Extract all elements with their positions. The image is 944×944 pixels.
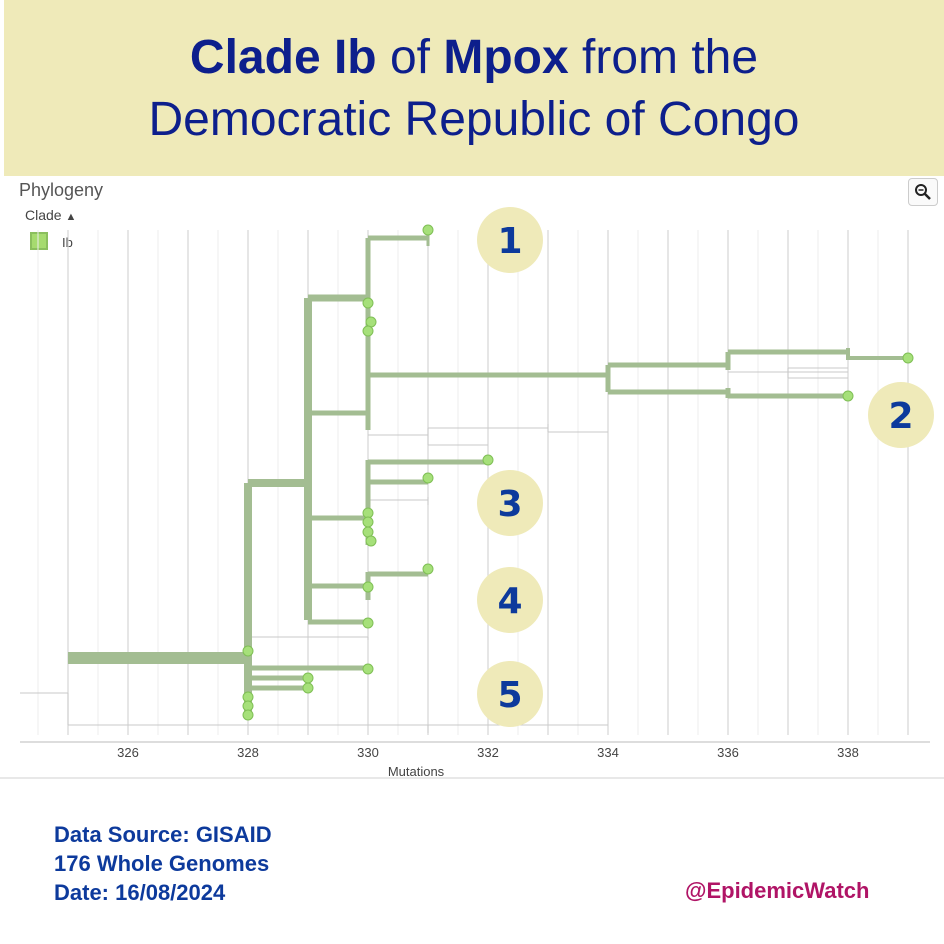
thin-branches	[20, 367, 848, 733]
tick-label: 332	[477, 745, 499, 760]
x-axis: 326 328 330 332 334 336 338 Mutations	[0, 741, 944, 779]
tip-marker	[242, 709, 254, 721]
magnifier-icon	[915, 184, 931, 200]
tip-marker	[365, 535, 377, 547]
tip-marker	[362, 617, 374, 629]
footer-genomes: 176 Whole Genomes	[54, 851, 270, 876]
title-line-1: Clade Ib of Mpox from the	[4, 30, 944, 86]
tip-marker	[362, 516, 374, 528]
tip-marker	[302, 672, 314, 684]
tip-marker	[482, 454, 494, 466]
tip-marker	[362, 526, 374, 538]
tick-label: 326	[117, 745, 139, 760]
chevron-up-icon: ▲	[65, 211, 77, 223]
title-mpox-bold: Mpox	[443, 31, 569, 84]
badge-label-4: 4	[497, 581, 522, 622]
legend-title[interactable]: Clade ▲	[25, 207, 76, 223]
tip-marker	[302, 682, 314, 694]
tip-marker	[362, 325, 374, 337]
tip-marker	[902, 352, 914, 364]
title-banner: Clade Ib of Mpox from the Democratic Rep…	[4, 0, 944, 176]
thick-branches	[68, 232, 908, 712]
badge-label-1: 1	[497, 221, 522, 262]
tip-marker	[365, 316, 377, 328]
title-of: of	[376, 31, 444, 84]
tip-marker	[242, 645, 254, 657]
tip-marker	[362, 297, 374, 309]
annotation-badges: 1 2 3 4 5	[477, 207, 934, 727]
panel-label: Phylogeny	[19, 180, 104, 200]
zoom-button[interactable]	[908, 178, 938, 206]
tip-markers	[242, 224, 914, 721]
title-clade-bold: Clade Ib	[189, 31, 377, 84]
footer-date: Date: 16/08/2024	[54, 880, 226, 905]
tick-label: 334	[597, 745, 619, 760]
gridlines	[37, 230, 909, 735]
twitter-handle[interactable]: @EpidemicWatch	[685, 878, 870, 903]
tick-label: 328	[237, 745, 259, 760]
badge-circle-5	[477, 661, 543, 727]
badge-circle-4	[477, 567, 543, 633]
tip-marker	[422, 472, 434, 484]
tip-marker	[362, 581, 374, 593]
badge-circle-2	[868, 382, 934, 448]
title-from-the: from the	[568, 31, 759, 84]
title-line-2: Democratic Republic of Congo	[148, 93, 800, 146]
badge-label-3: 3	[497, 484, 522, 525]
badge-circle-1	[477, 207, 543, 273]
tick-label: 338	[837, 745, 859, 760]
tip-marker	[842, 390, 854, 402]
badge-label-2: 2	[888, 396, 913, 437]
tip-marker	[422, 563, 434, 575]
badge-label-5: 5	[497, 675, 522, 716]
tick-label: 336	[717, 745, 739, 760]
phylogeny-tree: 1 2 3 4 5 326 328 330 332 334 336 338 Mutations	[0, 207, 944, 779]
tip-marker	[362, 663, 374, 675]
x-axis-label: Mutations	[388, 764, 445, 779]
footer-source: Data Source: GISAID	[54, 822, 272, 847]
tip-marker	[422, 224, 434, 236]
legend-swatch[interactable]	[30, 232, 48, 250]
badge-circle-3	[477, 470, 543, 536]
legend-title-text: Clade	[25, 207, 62, 223]
tick-label: 330	[357, 745, 379, 760]
